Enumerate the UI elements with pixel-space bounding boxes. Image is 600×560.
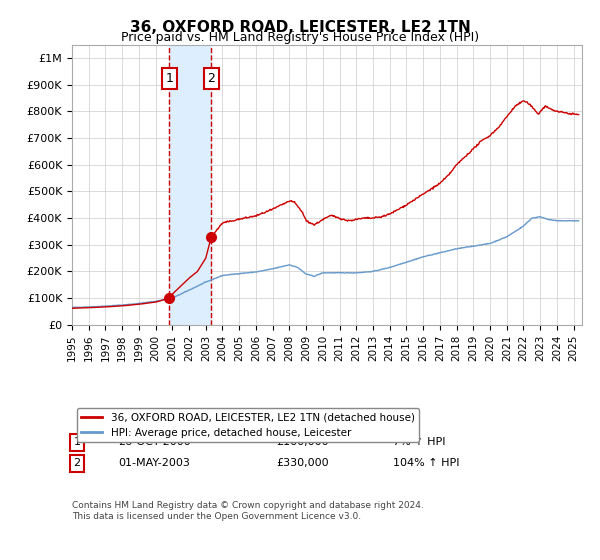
- Text: 1: 1: [74, 437, 80, 447]
- Text: 1: 1: [166, 72, 173, 85]
- Text: 2: 2: [208, 72, 215, 85]
- Bar: [169, 45, 211, 325]
- Text: 36, OXFORD ROAD, LEICESTER, LE2 1TN: 36, OXFORD ROAD, LEICESTER, LE2 1TN: [130, 20, 470, 35]
- Text: 26-OCT-2000: 26-OCT-2000: [118, 437, 191, 447]
- Text: £100,000: £100,000: [276, 437, 329, 447]
- Text: Price paid vs. HM Land Registry's House Price Index (HPI): Price paid vs. HM Land Registry's House …: [121, 31, 479, 44]
- Text: 7% ↑ HPI: 7% ↑ HPI: [394, 437, 446, 447]
- Text: 01-MAY-2003: 01-MAY-2003: [118, 459, 190, 468]
- Text: £330,000: £330,000: [276, 459, 329, 468]
- Text: Contains HM Land Registry data © Crown copyright and database right 2024.
This d: Contains HM Land Registry data © Crown c…: [72, 501, 424, 521]
- Text: 104% ↑ HPI: 104% ↑ HPI: [394, 459, 460, 468]
- Text: 2: 2: [74, 459, 80, 468]
- Legend: 36, OXFORD ROAD, LEICESTER, LE2 1TN (detached house), HPI: Average price, detach: 36, OXFORD ROAD, LEICESTER, LE2 1TN (det…: [77, 408, 419, 442]
